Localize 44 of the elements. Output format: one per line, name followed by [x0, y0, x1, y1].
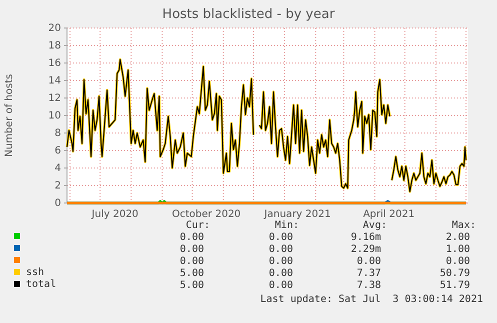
text: 0.00: [180, 244, 204, 255]
y-tick-label: 4: [54, 163, 61, 174]
y-tick-label: 20: [48, 23, 61, 34]
text: 0.00: [180, 256, 204, 267]
text: 7.38: [356, 280, 381, 291]
chart-title: Hosts blacklisted - by year: [162, 7, 336, 22]
y-tick-label: 6: [54, 146, 61, 157]
text: 50.79: [440, 268, 470, 279]
text: Last update: Sat Jul 3 03:00:14 2021: [260, 294, 483, 305]
text: 0.00: [356, 256, 381, 267]
y-tick-label: 16: [48, 58, 61, 70]
y-tick-label: 18: [48, 40, 61, 52]
text: 0.00: [268, 232, 293, 243]
text: 0.00: [268, 244, 293, 255]
y-tick-label: 8: [54, 128, 61, 140]
x-tick-label: July 2020: [90, 209, 138, 220]
text: 0.00: [180, 232, 204, 243]
x-tick-label: January 2021: [263, 209, 331, 220]
y-tick-label: 10: [48, 110, 61, 122]
text: 2.29m: [350, 244, 381, 255]
y-tick-label: 0: [54, 198, 61, 210]
text: 1.00: [446, 244, 470, 255]
text: 0.00: [268, 256, 293, 267]
text: 0.00: [446, 256, 470, 267]
text: Cur:: [186, 220, 210, 231]
y-tick-label: 14: [48, 76, 61, 87]
text: 51.79: [440, 280, 470, 291]
text: 0.00: [268, 280, 293, 291]
legend-label: ssh: [26, 267, 44, 278]
text: Max:: [452, 220, 476, 231]
text: 0.00: [268, 268, 293, 279]
y-tick-label: 12: [48, 93, 61, 104]
text: 5.00: [180, 268, 204, 279]
text: Avg:: [362, 220, 387, 231]
text: 9.16m: [350, 232, 381, 243]
text: 5.00: [180, 280, 204, 291]
legend-label: total: [26, 279, 56, 290]
text: 7.37: [356, 268, 381, 279]
text: Min:: [274, 220, 299, 231]
x-tick-label: April 2021: [363, 209, 415, 220]
y-axis-title: Number of hosts: [4, 74, 15, 157]
x-tick-label: October 2020: [172, 209, 241, 220]
text: 2.00: [446, 232, 470, 243]
y-tick-label: 2: [54, 180, 61, 192]
